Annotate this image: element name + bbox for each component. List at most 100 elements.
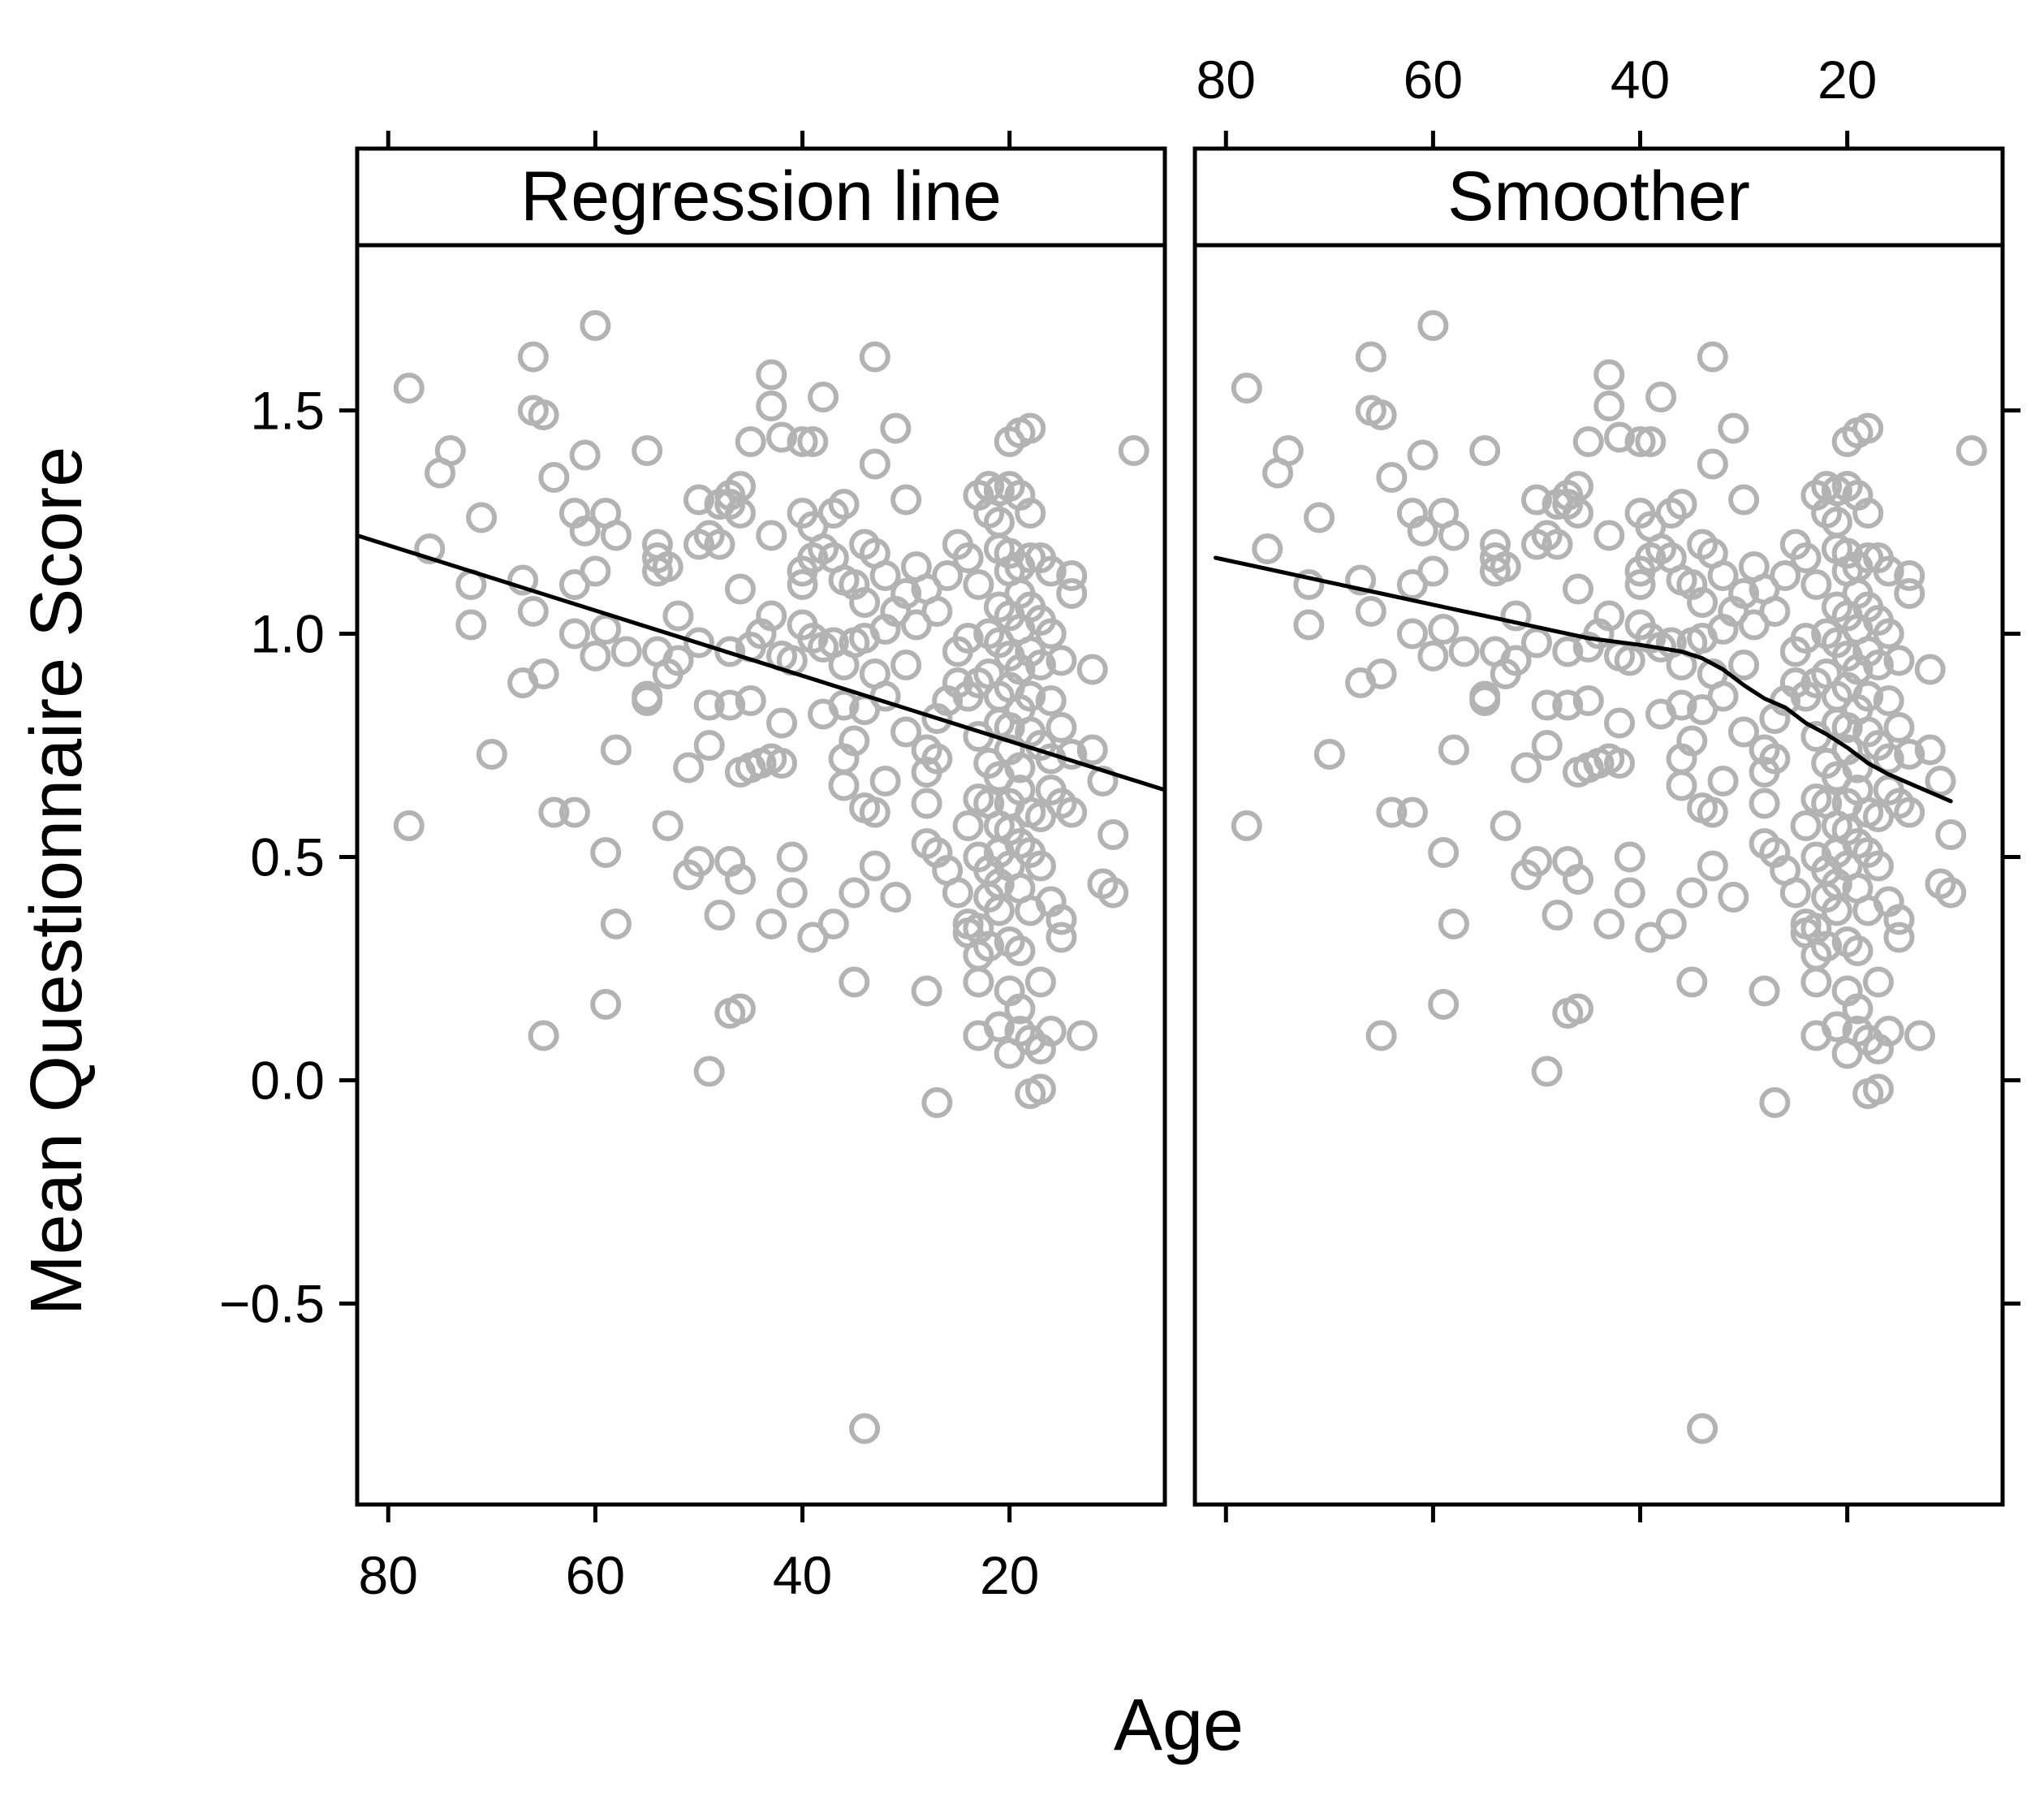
data-point bbox=[756, 391, 787, 421]
data-point bbox=[921, 1087, 953, 1118]
data-point bbox=[724, 498, 756, 529]
data-point bbox=[693, 730, 725, 761]
data-point bbox=[393, 810, 425, 841]
data-point bbox=[569, 516, 601, 546]
data-point bbox=[1004, 935, 1036, 966]
panels-layer: Regression line 80 60 40 20 Smoother 80 60 40 20 bbox=[355, 50, 2005, 1605]
data-point bbox=[797, 426, 829, 457]
data-point bbox=[683, 484, 714, 516]
data-point bbox=[1666, 489, 1697, 520]
data-point bbox=[828, 770, 860, 801]
data-point bbox=[963, 569, 994, 600]
data-point bbox=[1935, 819, 1967, 850]
data-point bbox=[1520, 846, 1552, 877]
data-point bbox=[1759, 1087, 1791, 1118]
data-point bbox=[1894, 560, 1925, 591]
data-point bbox=[1345, 564, 1377, 596]
data-point bbox=[776, 841, 808, 873]
data-point bbox=[1562, 993, 1593, 1025]
y-tick-label: 0.5 bbox=[250, 827, 325, 887]
data-point bbox=[952, 542, 984, 573]
data-point bbox=[1707, 560, 1739, 591]
data-point bbox=[455, 609, 487, 641]
data-point bbox=[880, 882, 912, 913]
strip-label: Smoother bbox=[1447, 158, 1750, 235]
data-point bbox=[890, 578, 922, 609]
x-tick-label-bottom: 60 bbox=[566, 1545, 625, 1605]
data-point bbox=[1396, 797, 1428, 828]
data-point bbox=[652, 551, 683, 582]
data-point bbox=[1624, 426, 1656, 457]
panel-frame bbox=[355, 243, 1167, 1507]
data-point bbox=[1531, 730, 1563, 761]
data-point bbox=[1800, 966, 1832, 998]
data-point bbox=[1842, 935, 1874, 966]
data-point bbox=[1428, 614, 1460, 645]
data-point bbox=[1749, 788, 1780, 819]
data-point bbox=[1852, 498, 1884, 529]
data-point bbox=[911, 788, 942, 819]
data-point bbox=[1448, 636, 1480, 667]
data-point bbox=[1904, 1020, 1935, 1051]
data-point bbox=[580, 555, 611, 587]
data-point bbox=[1231, 373, 1262, 404]
data-point bbox=[1035, 618, 1067, 650]
data-point bbox=[1313, 739, 1345, 770]
data-point bbox=[1511, 752, 1542, 784]
data-point bbox=[1035, 555, 1067, 587]
data-point bbox=[569, 439, 601, 471]
data-point bbox=[1272, 435, 1304, 466]
data-point bbox=[1759, 743, 1791, 775]
data-point bbox=[1056, 578, 1088, 609]
data-point bbox=[1024, 801, 1056, 832]
data-point bbox=[869, 766, 901, 797]
data-point bbox=[1593, 600, 1625, 632]
data-point bbox=[859, 341, 890, 373]
data-point bbox=[1883, 712, 1915, 743]
data-point bbox=[1552, 636, 1584, 667]
data-point bbox=[1728, 716, 1760, 748]
data-point bbox=[1873, 618, 1904, 650]
x-tick-label-bottom: 20 bbox=[980, 1545, 1039, 1605]
data-point bbox=[528, 1020, 559, 1051]
data-point bbox=[434, 435, 466, 466]
data-point bbox=[1883, 645, 1915, 676]
data-point bbox=[1676, 966, 1708, 998]
data-point bbox=[662, 645, 694, 676]
data-point bbox=[393, 373, 425, 404]
data-point bbox=[1024, 1073, 1056, 1105]
data-point bbox=[632, 435, 663, 466]
data-point bbox=[900, 609, 932, 641]
data-point bbox=[1883, 904, 1915, 935]
data-point bbox=[1687, 587, 1718, 618]
data-point bbox=[839, 725, 870, 757]
data-point bbox=[1396, 618, 1428, 650]
strip-header bbox=[355, 146, 1167, 248]
data-point bbox=[1469, 435, 1501, 466]
data-point bbox=[1531, 1056, 1563, 1087]
data-point bbox=[1396, 569, 1428, 600]
data-point bbox=[1593, 391, 1625, 421]
data-point bbox=[1293, 609, 1325, 641]
data-point bbox=[1035, 1016, 1067, 1047]
data-point bbox=[1428, 989, 1460, 1020]
data-point bbox=[1593, 909, 1625, 939]
data-point bbox=[756, 600, 787, 632]
data-point bbox=[1542, 900, 1573, 930]
data-point bbox=[1520, 627, 1552, 658]
data-point bbox=[1635, 426, 1667, 457]
x-tick-label-top: 40 bbox=[1611, 50, 1670, 110]
data-point bbox=[1862, 801, 1894, 832]
data-point bbox=[1800, 569, 1832, 600]
data-point bbox=[693, 689, 725, 721]
data-point bbox=[704, 529, 735, 560]
data-point bbox=[880, 412, 912, 444]
data-point bbox=[1046, 904, 1077, 935]
data-point bbox=[1407, 516, 1438, 546]
data-point bbox=[466, 502, 498, 533]
data-point bbox=[1015, 542, 1046, 573]
data-point bbox=[1097, 877, 1129, 909]
data-point bbox=[776, 877, 808, 909]
data-point bbox=[1738, 609, 1770, 641]
data-point bbox=[1231, 810, 1262, 841]
